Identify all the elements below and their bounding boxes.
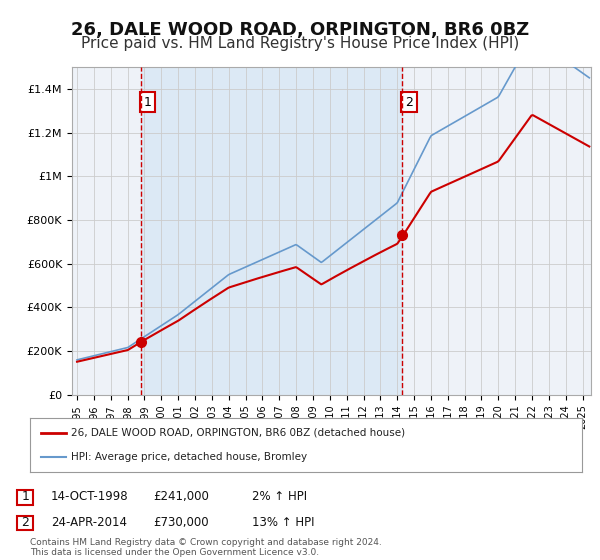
Text: 13% ↑ HPI: 13% ↑ HPI bbox=[252, 516, 314, 529]
Text: Contains HM Land Registry data © Crown copyright and database right 2024.
This d: Contains HM Land Registry data © Crown c… bbox=[30, 538, 382, 557]
Text: Price paid vs. HM Land Registry's House Price Index (HPI): Price paid vs. HM Land Registry's House … bbox=[81, 36, 519, 52]
Text: 24-APR-2014: 24-APR-2014 bbox=[51, 516, 127, 529]
Text: 14-OCT-1998: 14-OCT-1998 bbox=[51, 490, 128, 503]
Text: £241,000: £241,000 bbox=[153, 490, 209, 503]
Text: HPI: Average price, detached house, Bromley: HPI: Average price, detached house, Brom… bbox=[71, 452, 308, 462]
Text: £730,000: £730,000 bbox=[153, 516, 209, 529]
Bar bbox=[141, 67, 403, 395]
Text: 1: 1 bbox=[21, 490, 29, 503]
Text: 26, DALE WOOD ROAD, ORPINGTON, BR6 0BZ: 26, DALE WOOD ROAD, ORPINGTON, BR6 0BZ bbox=[71, 21, 529, 39]
Text: 2% ↑ HPI: 2% ↑ HPI bbox=[252, 490, 307, 503]
Text: 2: 2 bbox=[21, 516, 29, 529]
Text: 26, DALE WOOD ROAD, ORPINGTON, BR6 0BZ (detached house): 26, DALE WOOD ROAD, ORPINGTON, BR6 0BZ (… bbox=[71, 428, 406, 438]
Text: 1: 1 bbox=[143, 96, 151, 109]
Text: 2: 2 bbox=[405, 96, 413, 109]
